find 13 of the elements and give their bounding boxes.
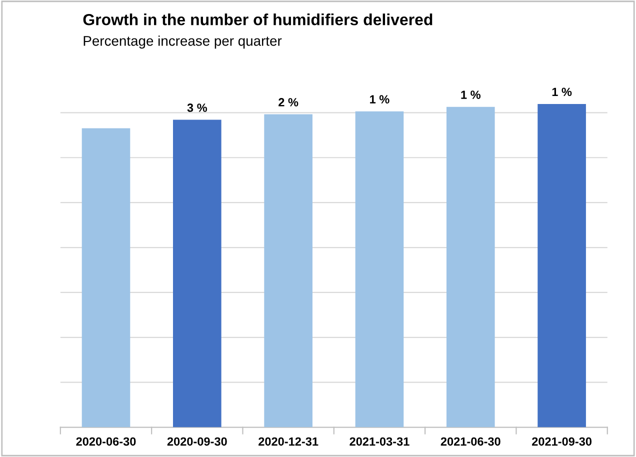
x-tick-label: 2020-09-30	[167, 437, 227, 446]
x-tick-label: 2020-06-30	[76, 437, 136, 446]
annotation: 1 %	[552, 88, 572, 96]
chart-title: Growth in the number of humidifiers delivered	[83, 14, 432, 26]
annotation: 1 %	[461, 90, 480, 99]
x-tick-label: 2020-12-31	[258, 437, 318, 446]
x-tick-label: 2021-06-30	[440, 437, 500, 446]
annotation: 1 %	[370, 95, 390, 104]
chart-subtitle: Percentage increase per quarter	[84, 36, 282, 49]
annotation: 2 %	[278, 98, 298, 106]
x-tick-label: 2021-03-31	[350, 437, 410, 446]
annotation: 3 %	[187, 104, 208, 112]
x-tick-label: 2021-09-30	[532, 437, 592, 446]
